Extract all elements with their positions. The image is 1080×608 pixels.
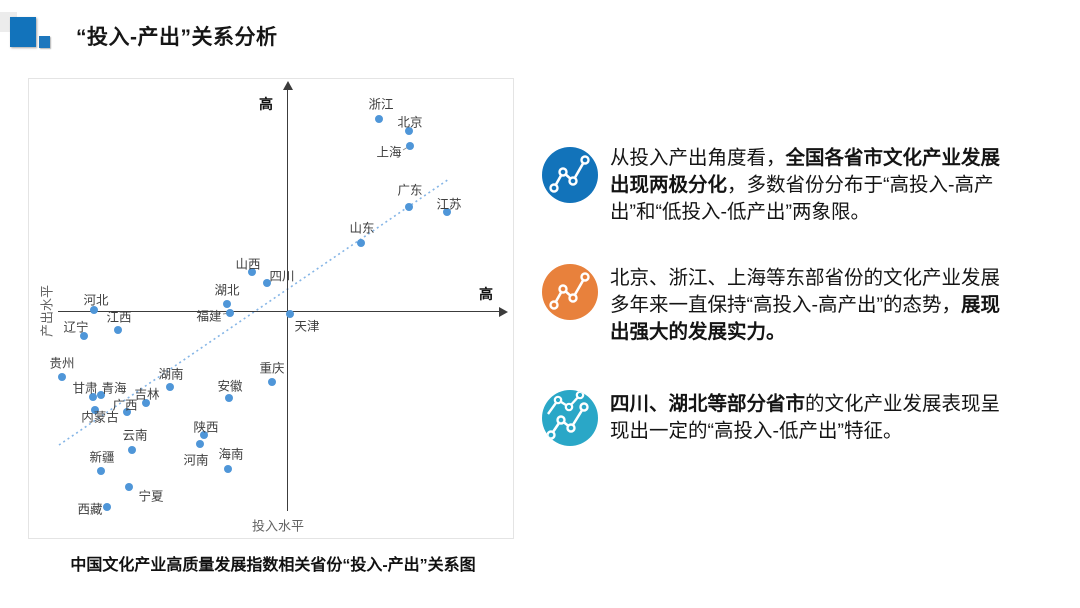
- point-label-陕西: 陕西: [193, 420, 219, 435]
- point-label-广东: 广东: [397, 183, 423, 198]
- y-axis-high-label: 高: [259, 96, 273, 112]
- scatter-point-四川: [263, 279, 271, 287]
- scatter-point-北京: [405, 127, 413, 135]
- point-label-海南: 海南: [218, 447, 244, 462]
- scatter-point-山东: [357, 239, 365, 247]
- multi-line-chart-icon: [542, 390, 598, 446]
- scatter-chart: 高 高 投入水平 产出水平 浙江 北京上海广东 江苏山东山西 四川湖北福建天津 河北江西…: [28, 78, 514, 539]
- scatter-point-重庆: [268, 378, 276, 386]
- point-label-湖北: 湖北: [214, 283, 240, 298]
- scatter-point-甘肃: [89, 393, 97, 401]
- point-label-西藏: 西藏: [77, 502, 103, 517]
- point-label-云南: 云南: [122, 428, 148, 443]
- scatter-point-宁夏: [125, 483, 133, 491]
- bullet-text-segment: 的文化产业发展表现呈现出一定的“高投入-低产出”特征。: [610, 393, 1001, 442]
- point-label-江苏: 江苏: [436, 197, 462, 212]
- point-label-辽宁: 辽宁: [63, 320, 89, 335]
- point-label-河北: 河北: [83, 293, 109, 308]
- bullet-text-segment: 从投入产出角度看，: [610, 147, 786, 169]
- scatter-point-西藏: [103, 503, 111, 511]
- point-label-四川: 四川: [269, 269, 295, 284]
- point-label-北京: 北京: [397, 115, 423, 130]
- y-axis-line: [287, 89, 289, 511]
- point-label-重庆: 重庆: [259, 361, 285, 376]
- point-label-山西: 山西: [235, 257, 261, 272]
- bullet-text-segment: 全国各省市文化产业发展出现两极分化: [610, 147, 1001, 196]
- point-label-河南: 河南: [183, 453, 209, 468]
- bullet-text-3: 四川、湖北等部分省市的文化产业发展表现呈现出一定的“高投入-低产出”特征。: [610, 391, 1014, 445]
- vertical-axis-title: 投入水平: [251, 518, 305, 534]
- horizontal-axis-title: 产出水平: [39, 284, 55, 338]
- scatter-point-浙江: [375, 115, 383, 123]
- bullet-text-segment: 展现出强大的发展实力。: [610, 294, 1000, 343]
- x-axis-line: [58, 311, 502, 313]
- point-label-青海: 青海: [101, 381, 127, 396]
- point-label-上海: 上海: [376, 145, 402, 160]
- point-label-广西: 广西: [112, 398, 138, 413]
- bullet-text-segment: 四川、湖北等部分省市: [610, 393, 806, 415]
- scatter-point-广西: [123, 408, 131, 416]
- point-label-吉林: 吉林: [134, 387, 160, 402]
- scatter-point-山西: [248, 268, 256, 276]
- point-label-福建: 福建: [196, 309, 222, 324]
- scatter-point-河北: [90, 306, 98, 314]
- scatter-point-辽宁: [80, 332, 88, 340]
- title-deco-blue-square: [10, 17, 36, 47]
- x-axis-arrow-icon: [499, 306, 508, 317]
- scatter-point-江苏: [443, 208, 451, 216]
- scatter-point-陕西: [200, 431, 208, 439]
- scatter-point-青海: [97, 391, 105, 399]
- line-chart-icon: [542, 264, 598, 320]
- scatter-point-天津: [286, 310, 294, 318]
- y-axis-arrow-icon: [282, 81, 293, 90]
- bullet-text-segment: 北京、浙江、上海等东部省份的文化产业发展多年来一直保持“高投入-高产出”的态势，: [610, 267, 1001, 316]
- point-label-山东: 山东: [349, 221, 375, 236]
- scatter-point-新疆: [97, 467, 105, 475]
- scatter-point-福建: [226, 309, 234, 317]
- scatter-point-江西: [114, 326, 122, 334]
- line-chart-icon: [542, 147, 598, 203]
- point-label-安徽: 安徽: [217, 379, 243, 394]
- page-title: “投入-产出”关系分析: [76, 26, 278, 49]
- point-label-江西: 江西: [106, 310, 132, 325]
- scatter-point-贵州: [58, 373, 66, 381]
- scatter-point-湖北: [223, 300, 231, 308]
- trendline: [58, 178, 450, 446]
- bullet-text-2: 北京、浙江、上海等东部省份的文化产业发展多年来一直保持“高投入-高产出”的态势，…: [610, 265, 1014, 346]
- point-label-湖南: 湖南: [158, 367, 184, 382]
- point-label-内蒙古: 内蒙古: [81, 410, 119, 425]
- scatter-point-云南: [128, 446, 136, 454]
- scatter-point-内蒙古: [91, 406, 99, 414]
- bullet-text-1: 从投入产出角度看，全国各省市文化产业发展出现两极分化，多数省份分布于“高投入-高…: [610, 145, 1014, 226]
- scatter-point-安徽: [225, 394, 233, 402]
- point-label-新疆: 新疆: [89, 450, 115, 465]
- point-label-浙江: 浙江: [368, 97, 394, 112]
- bullet-text-segment: ，多数省份分布于“高投入-高产出”和“低投入-低产出”两象限。: [610, 174, 994, 223]
- scatter-point-河南: [196, 440, 204, 448]
- scatter-point-吉林: [142, 399, 150, 407]
- chart-caption: 中国文化产业高质量发展指数相关省份“投入-产出”关系图: [70, 557, 476, 574]
- scatter-point-湖南: [166, 383, 174, 391]
- x-axis-high-label: 高: [479, 286, 493, 302]
- scatter-point-上海: [406, 142, 414, 150]
- scatter-point-海南: [224, 465, 232, 473]
- point-label-贵州: 贵州: [49, 356, 75, 371]
- title-deco-small-square: [39, 36, 50, 48]
- point-label-甘肃: 甘肃: [72, 381, 98, 396]
- point-label-天津: 天津: [294, 319, 320, 334]
- point-label-宁夏: 宁夏: [138, 489, 164, 504]
- scatter-point-广东: [405, 203, 413, 211]
